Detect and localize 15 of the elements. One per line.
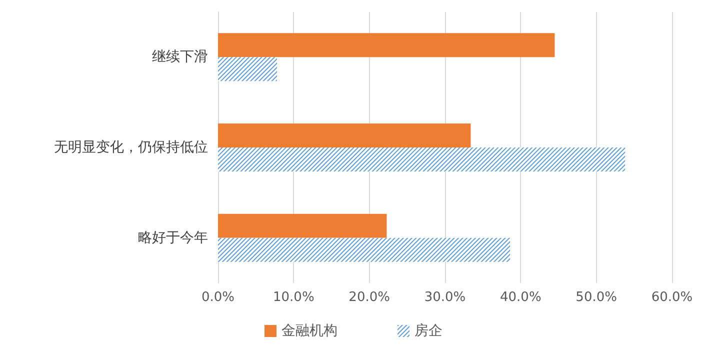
bar xyxy=(218,214,387,238)
bar xyxy=(218,124,471,148)
legend-label: 金融机构 xyxy=(282,323,338,339)
y-tick-label: 继续下滑 xyxy=(152,49,208,66)
legend-label: 房企 xyxy=(414,323,442,339)
x-tick-label: 10.0% xyxy=(273,290,314,305)
x-tick-label: 40.0% xyxy=(500,290,542,305)
y-tick-label: 无明显变化，仍保持低位 xyxy=(54,140,208,156)
y-tick-label: 略好于今年 xyxy=(138,230,208,246)
bar xyxy=(218,33,555,58)
x-tick-label: 50.0% xyxy=(576,290,617,305)
x-tick-label: 0.0% xyxy=(201,290,235,305)
x-tick-label: 60.0% xyxy=(651,290,693,305)
x-tick-label: 30.0% xyxy=(424,290,466,305)
x-tick-label: 20.0% xyxy=(348,290,390,305)
